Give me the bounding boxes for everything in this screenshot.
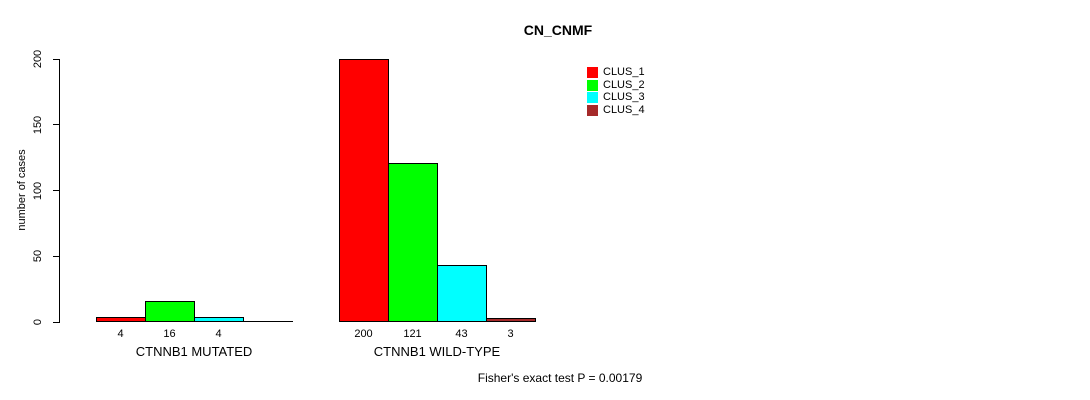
bar <box>388 163 438 322</box>
y-axis-tick <box>53 124 59 126</box>
legend-label: CLUS_1 <box>603 65 645 78</box>
bar <box>96 317 146 322</box>
y-axis-tick <box>53 58 59 60</box>
bar <box>486 318 536 322</box>
chart-title: CN_CNMF <box>523 22 593 38</box>
legend-label: CLUS_3 <box>603 91 645 104</box>
y-axis-tick <box>53 190 59 191</box>
legend-swatch <box>587 104 598 116</box>
y-axis-tick <box>53 255 59 257</box>
y-axis-tick-label: 150 <box>32 115 44 134</box>
y-axis-line <box>59 59 60 323</box>
y-axis-tick-label: 200 <box>32 49 44 69</box>
y-axis-tick-label: 50 <box>32 250 44 263</box>
legend-label: CLUS_4 <box>603 103 645 116</box>
bar-value-label: 121 <box>403 328 422 340</box>
legend-item: CLUS_1 <box>587 66 645 79</box>
legend-swatch <box>587 66 598 78</box>
bar-value-label: 43 <box>455 328 468 340</box>
y-axis-label: number of cases <box>16 149 28 231</box>
bar <box>339 59 389 322</box>
legend-item: CLUS_2 <box>587 79 645 92</box>
y-axis-tick-label: 0 <box>32 318 44 326</box>
legend-swatch <box>587 92 598 104</box>
bar-value-label: 4 <box>117 328 124 340</box>
bar-zero <box>243 321 293 322</box>
bar-value-label: 16 <box>163 328 176 340</box>
legend-item: CLUS_3 <box>587 91 645 104</box>
legend-label: CLUS_2 <box>603 78 645 91</box>
fisher-test-annotation: Fisher's exact test P = 0.00179 <box>477 371 643 385</box>
legend: CLUS_1 CLUS_2 CLUS_3 CLUS_4 <box>587 66 645 117</box>
category-label: CTNNB1 MUTATED <box>135 344 253 359</box>
bar-value-label: 3 <box>507 328 514 340</box>
y-axis-tick-label: 100 <box>32 181 44 200</box>
legend-swatch <box>587 79 598 91</box>
y-axis-tick <box>53 321 59 323</box>
bar <box>194 317 244 322</box>
bar-value-label: 200 <box>354 328 373 340</box>
category-label: CTNNB1 WILD-TYPE <box>373 344 501 359</box>
bar <box>145 301 195 322</box>
legend-item: CLUS_4 <box>587 104 645 117</box>
bar-value-label: 4 <box>215 328 222 340</box>
bar <box>437 265 487 322</box>
